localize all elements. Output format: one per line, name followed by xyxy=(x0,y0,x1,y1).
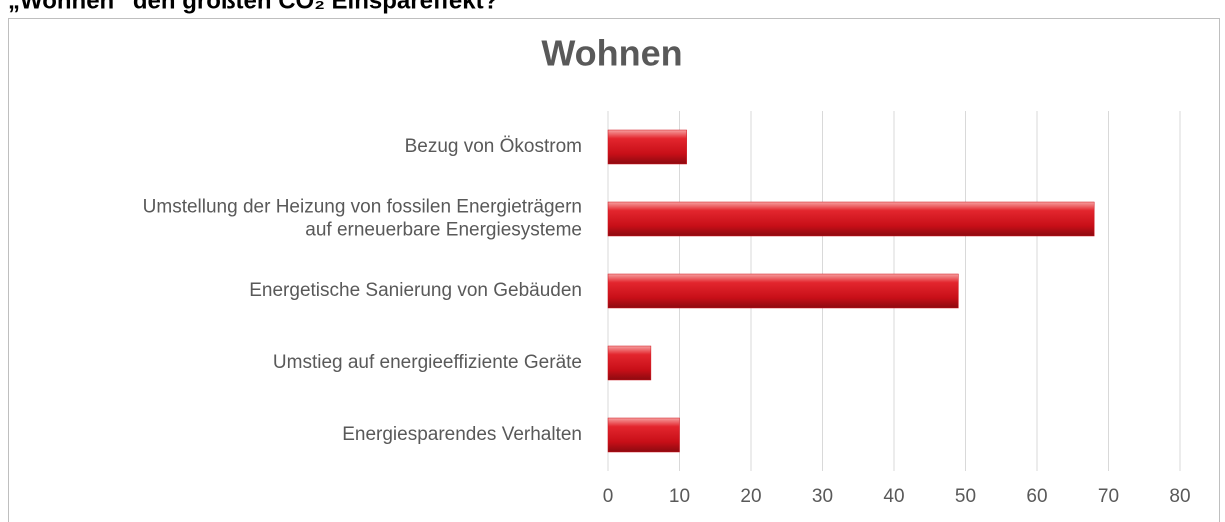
x-tick-label: 40 xyxy=(883,486,904,507)
label-line: auf erneuerbare Energiesysteme xyxy=(305,220,582,241)
chart-border xyxy=(8,18,1220,522)
y-tick-label: Energiesparendes Verhalten xyxy=(342,424,582,445)
x-tick-label: 60 xyxy=(1026,486,1047,507)
x-tick-label: 80 xyxy=(1169,486,1190,507)
x-tick-label: 30 xyxy=(812,486,833,507)
bar xyxy=(607,417,680,453)
label-line: Umstellung der Heizung von fossilen Ener… xyxy=(143,197,582,218)
chart-title: Wohnen xyxy=(541,33,682,74)
y-tick-label: Umstellung der Heizung von fossilen Ener… xyxy=(143,197,582,241)
heading: „Wohnen“ den größten CO₂ Einspareffekt? xyxy=(8,0,498,14)
x-tick-label: 10 xyxy=(669,486,690,507)
y-tick-label: Energetische Sanierung von Gebäuden xyxy=(249,280,582,301)
x-tick-label: 20 xyxy=(740,486,761,507)
y-tick-label: Bezug von Ökostrom xyxy=(405,136,582,157)
bar xyxy=(607,273,959,309)
bar xyxy=(607,201,1095,237)
x-tick-label: 70 xyxy=(1098,486,1119,507)
x-tick-label: 50 xyxy=(955,486,976,507)
bar xyxy=(607,129,687,165)
y-tick-label: Umstieg auf energieeffiziente Geräte xyxy=(273,352,582,373)
x-tick-label: 0 xyxy=(603,486,614,507)
bar xyxy=(607,345,652,381)
